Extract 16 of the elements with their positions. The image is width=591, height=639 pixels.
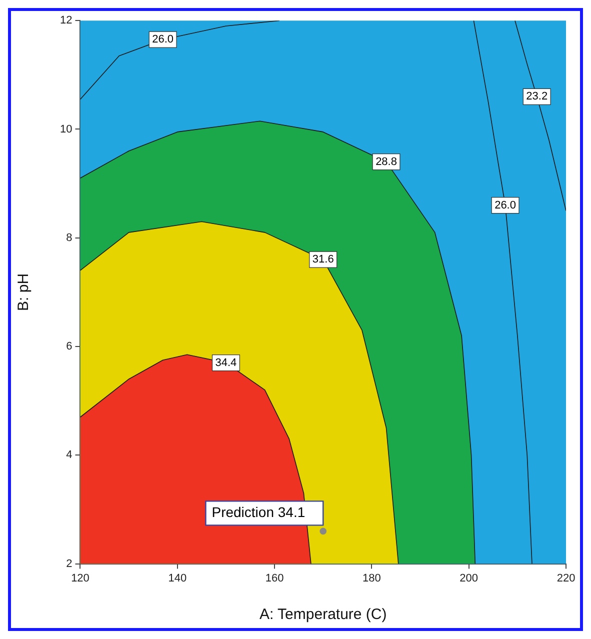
x-tick-label: 220 — [556, 572, 576, 584]
y-axis-title: B: pH — [15, 273, 32, 311]
y-tick-label: 8 — [66, 232, 72, 244]
annotation: Prediction 34.1 — [212, 504, 306, 520]
y-tick-label: 10 — [60, 123, 72, 136]
y-tick-label: 4 — [66, 449, 72, 462]
x-tick-label: 180 — [362, 572, 381, 584]
y-tick-label: 6 — [66, 340, 72, 353]
point — [320, 528, 327, 535]
x-tick-label: 160 — [265, 572, 284, 584]
x-axis-title: A: Temperature (C) — [259, 606, 387, 624]
x-tick-label: 200 — [460, 572, 478, 584]
y-tick-label: 12 — [60, 14, 72, 27]
y-tick-label: 2 — [66, 558, 72, 570]
x-tick-label: 140 — [168, 572, 187, 584]
x-tick-label: 120 — [71, 572, 90, 584]
